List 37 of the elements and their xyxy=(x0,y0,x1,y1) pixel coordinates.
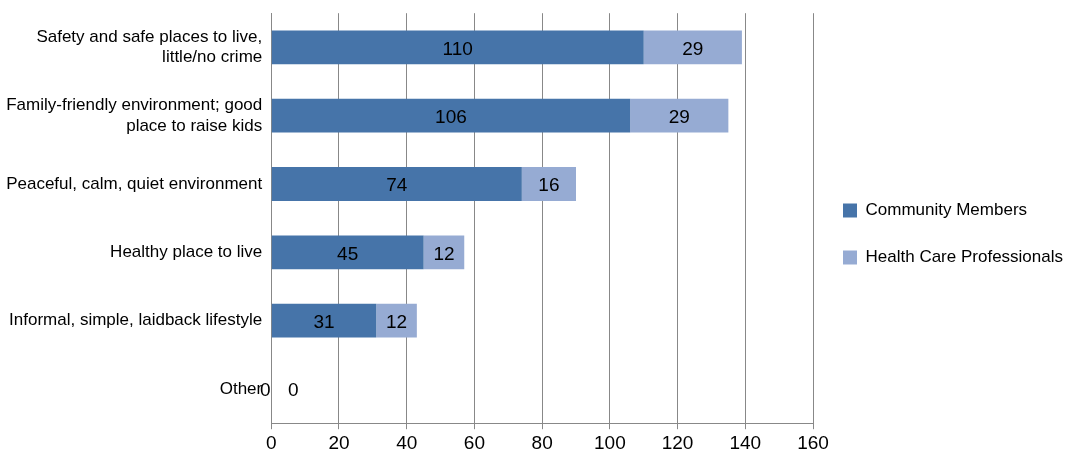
x-tick-label: 80 xyxy=(531,431,553,453)
data-label: 29 xyxy=(682,37,704,59)
bar xyxy=(521,167,576,201)
data-label: 29 xyxy=(668,105,690,127)
y-tick-label: Informal, simple, laidback lifestyle xyxy=(9,310,263,330)
x-tick-label: 60 xyxy=(463,431,485,453)
bar xyxy=(271,303,377,338)
data-label: 110 xyxy=(442,37,473,59)
y-tick-label: Healthy place to live xyxy=(110,242,263,262)
data-label: 0 xyxy=(287,379,299,401)
x-tick-label: 160 xyxy=(797,431,829,453)
bar xyxy=(630,98,729,133)
bar xyxy=(271,98,631,133)
bar xyxy=(423,235,465,270)
data-label: 74 xyxy=(386,174,408,196)
y-tick-label: Family-friendly environment; good place to raise kids xyxy=(6,95,263,135)
legend-label: Community Members xyxy=(865,200,1028,220)
legend-label: Health Care Professionals xyxy=(865,247,1063,267)
data-label: 12 xyxy=(433,242,455,264)
bar xyxy=(271,30,644,65)
bar xyxy=(271,167,522,201)
bar xyxy=(643,30,742,65)
x-tick-label: 0 xyxy=(265,431,277,453)
x-tick-label: 20 xyxy=(328,431,350,453)
data-label: 31 xyxy=(313,310,335,332)
x-tick-label: 40 xyxy=(396,431,418,453)
y-tick-label: Safety and safe places to live, little/no crime xyxy=(36,26,263,67)
x-tick-label: 140 xyxy=(729,431,762,453)
data-label: 45 xyxy=(337,242,359,264)
bar xyxy=(271,235,424,270)
data-label: 12 xyxy=(385,310,408,332)
y-tick-label: Peaceful, calm, quiet environment xyxy=(6,173,263,193)
data-label: 106 xyxy=(435,105,467,127)
data-label: 16 xyxy=(538,174,560,196)
bar xyxy=(376,303,417,338)
x-tick-label: 100 xyxy=(594,431,626,453)
x-tick-label: 120 xyxy=(661,431,694,453)
